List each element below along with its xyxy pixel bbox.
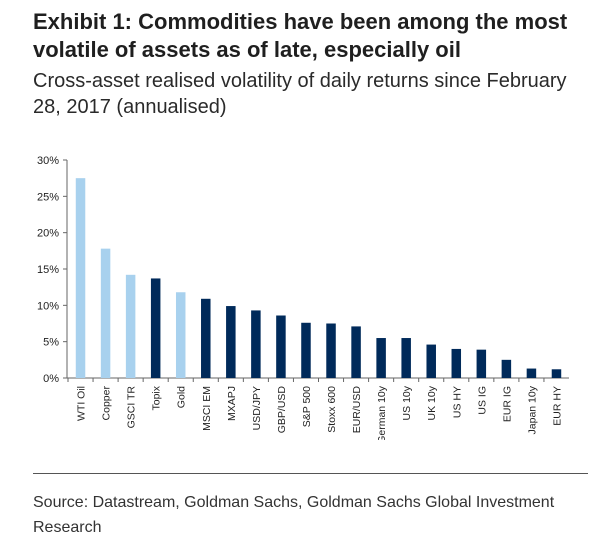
x-tick-label: US HY — [451, 386, 463, 418]
x-tick-label: German 10y — [376, 385, 388, 440]
x-tick-label: UK 10y — [426, 385, 438, 420]
x-tick-label: MXAPJ — [226, 386, 238, 421]
y-tick-label: 25% — [37, 191, 59, 203]
y-tick-label: 30% — [37, 155, 59, 167]
bar — [476, 349, 487, 378]
bar — [251, 310, 261, 378]
bar-chart: 0% 5% 10% 15% 20% 25% 30% WTI Oil Copper GSCI TR T… — [37, 155, 569, 440]
bar — [426, 344, 436, 378]
chart-subtitle: Cross-asset realised volatility of daily… — [33, 70, 567, 118]
bar — [201, 298, 211, 378]
bar — [301, 322, 311, 378]
y-tick-label: 5% — [43, 337, 59, 349]
bar — [226, 306, 236, 378]
x-tick-label: S&P 500 — [301, 386, 313, 427]
footer-divider — [33, 473, 588, 474]
bar — [451, 348, 462, 378]
chart-title: Exhibit 1: Commodities have been among t… — [33, 9, 568, 62]
y-tick-label: 10% — [37, 300, 59, 312]
x-tick-label: US IG — [476, 386, 488, 415]
bar — [150, 278, 161, 378]
x-tick-label: EUR HY — [551, 386, 563, 426]
source-note: Source: Datastream, Goldman Sachs, Goldm… — [33, 494, 555, 536]
bar — [526, 368, 537, 378]
x-tick-label: GBP/USD — [276, 386, 288, 434]
x-tick-label: USD/JPY — [251, 386, 263, 430]
bar — [401, 338, 411, 378]
x-tick-label: Gold — [176, 386, 188, 408]
x-tick-label: Topix — [151, 385, 163, 410]
x-tick-label: WTI Oil — [76, 386, 88, 421]
bar — [125, 274, 136, 378]
x-tick-label: GSCI TR — [126, 386, 138, 429]
bar — [376, 338, 386, 378]
bar — [100, 248, 111, 378]
bar — [276, 315, 286, 378]
y-tick-label: 15% — [37, 264, 59, 276]
x-tick-label: Stoxx 600 — [326, 386, 338, 433]
bar — [75, 178, 86, 378]
bar — [551, 369, 562, 378]
x-tick-label: EUR IG — [501, 386, 513, 422]
x-tick-label: US 10y — [401, 385, 413, 420]
bar — [351, 326, 361, 378]
x-tick-label: Copper — [101, 386, 113, 421]
bar — [326, 323, 336, 378]
bar — [501, 359, 512, 378]
x-tick-label: Japan 10y — [526, 385, 538, 434]
x-tick-label: MSCI EM — [201, 386, 213, 431]
y-tick-label: 0% — [43, 373, 59, 385]
y-tick-label: 20% — [37, 228, 59, 240]
x-tick-label: EUR/USD — [351, 386, 363, 434]
bar — [175, 292, 186, 378]
